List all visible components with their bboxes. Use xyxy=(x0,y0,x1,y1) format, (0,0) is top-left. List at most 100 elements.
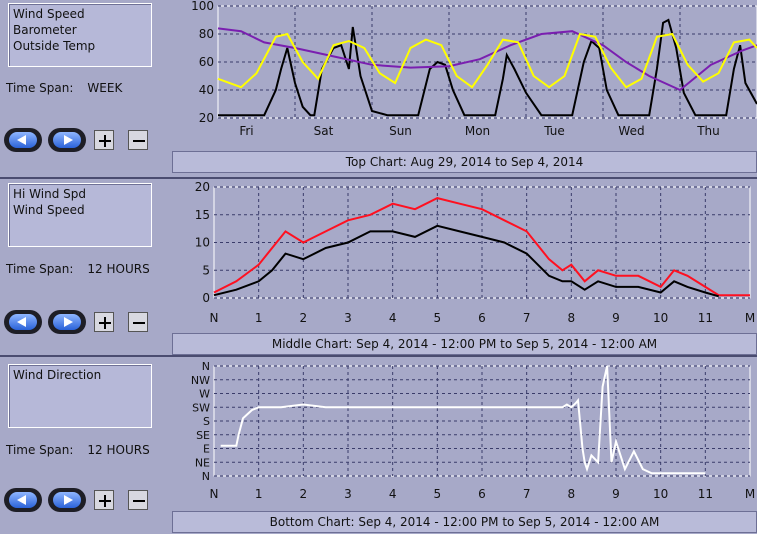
legend-item: Wind Speed xyxy=(13,203,85,217)
x-tick-label: 11 xyxy=(698,311,713,325)
x-tick-label: Sat xyxy=(314,124,334,138)
zoom-out-button[interactable] xyxy=(128,312,148,332)
x-tick-label: N xyxy=(210,487,219,501)
x-tick-label: 5 xyxy=(434,487,442,501)
x-tick-label: 1 xyxy=(255,487,263,501)
legend-item: Wind Speed xyxy=(13,7,85,21)
back-button[interactable] xyxy=(4,488,42,512)
legend-box-top: Wind Speed Barometer Outside Temp xyxy=(8,3,152,67)
series-line-outside-temp xyxy=(217,32,757,89)
y-tick-label: 80 xyxy=(199,27,214,41)
zoom-out-button[interactable] xyxy=(128,490,148,510)
x-tick-label: 6 xyxy=(478,487,486,501)
arrow-right-icon xyxy=(64,317,73,327)
y-tick-label: 15 xyxy=(195,208,210,222)
y-tick-label: W xyxy=(199,388,210,401)
x-tick-label: 11 xyxy=(698,487,713,501)
y-tick-label: NW xyxy=(191,374,210,387)
x-tick-label: 10 xyxy=(653,311,668,325)
minus-icon xyxy=(133,140,145,142)
top-chart: 20 40 60 80 100 Fri Sat Sun Mon Tue Wed Thu xyxy=(172,0,757,148)
x-tick-label: 6 xyxy=(478,311,486,325)
x-tick-label: 2 xyxy=(300,311,308,325)
y-tick-label: 100 xyxy=(191,0,214,13)
series-line-wind-speed xyxy=(213,224,719,298)
back-button[interactable] xyxy=(4,128,42,152)
x-tick-label: 8 xyxy=(568,487,576,501)
timespan-label: Time Span: xyxy=(6,262,74,276)
y-tick-label: N xyxy=(202,360,210,373)
plus-icon xyxy=(99,135,111,147)
legend-item: Wind Direction xyxy=(13,368,102,382)
zoom-out-button[interactable] xyxy=(128,130,148,150)
forward-button[interactable] xyxy=(48,488,86,512)
x-tick-label: M xyxy=(745,311,755,325)
middle-chart-caption: Middle Chart: Sep 4, 2014 - 12:00 PM to … xyxy=(172,333,757,355)
timespan-value: 12 HOURS xyxy=(87,262,150,276)
plot-area xyxy=(217,5,757,119)
back-button[interactable] xyxy=(4,310,42,334)
x-tick-label: 4 xyxy=(389,311,397,325)
legend-box-middle: Hi Wind Spd Wind Speed xyxy=(8,183,152,247)
legend-box-bottom: Wind Direction xyxy=(8,364,152,428)
zoom-in-button[interactable] xyxy=(94,490,114,510)
x-tick-label: 7 xyxy=(523,487,531,501)
arrow-right-icon xyxy=(64,135,73,145)
x-tick-label: Sun xyxy=(389,124,412,138)
timespan-top: Time Span: WEEK xyxy=(6,81,122,95)
y-tick-label: 5 xyxy=(202,263,210,277)
timespan-bottom: Time Span: 12 HOURS xyxy=(6,443,150,457)
y-tick-label: SW xyxy=(192,401,210,414)
timespan-value: WEEK xyxy=(87,81,123,95)
forward-button[interactable] xyxy=(48,128,86,152)
x-tick-label: M xyxy=(745,487,755,501)
series-line-wind-direction xyxy=(220,365,706,475)
zoom-in-button[interactable] xyxy=(94,130,114,150)
arrow-left-icon xyxy=(17,317,26,327)
middle-chart: 0 5 10 15 20 N 1 2 3 4 5 6 7 8 9 10 11 M xyxy=(172,179,757,327)
legend-item: Barometer xyxy=(13,23,77,37)
legend-item: Hi Wind Spd xyxy=(13,187,86,201)
panel-separator xyxy=(0,355,757,357)
x-tick-label: Tue xyxy=(543,124,565,138)
minus-icon xyxy=(133,500,145,502)
x-tick-label: 4 xyxy=(389,487,397,501)
timespan-label: Time Span: xyxy=(6,81,74,95)
x-tick-label: 3 xyxy=(344,311,352,325)
x-tick-label: N xyxy=(210,311,219,325)
y-tick-label: N xyxy=(202,470,210,483)
panel-separator xyxy=(0,177,757,179)
x-tick-label: Thu xyxy=(696,124,720,138)
y-tick-label: NE xyxy=(195,456,210,469)
y-tick-label: 10 xyxy=(195,236,210,250)
legend-item: Outside Temp xyxy=(13,39,96,53)
arrow-right-icon xyxy=(64,495,73,505)
x-tick-label: 1 xyxy=(255,311,263,325)
y-tick-label: 0 xyxy=(202,291,210,305)
timespan-value: 12 HOURS xyxy=(87,443,150,457)
y-tick-label: 40 xyxy=(199,83,214,97)
y-tick-label: 20 xyxy=(199,111,214,125)
y-tick-label: E xyxy=(203,443,210,456)
top-chart-caption: Top Chart: Aug 29, 2014 to Sep 4, 2014 xyxy=(172,151,757,173)
x-tick-label: 2 xyxy=(300,487,308,501)
arrow-left-icon xyxy=(17,135,26,145)
y-tick-label: S xyxy=(203,415,210,428)
x-tick-label: Wed xyxy=(618,124,644,138)
timespan-label: Time Span: xyxy=(6,443,74,457)
y-tick-label: SE xyxy=(196,429,210,442)
series-line-hi-wind-spd xyxy=(213,197,750,297)
x-tick-label: 7 xyxy=(523,311,531,325)
plus-icon xyxy=(99,317,111,329)
series-line-wind-speed xyxy=(218,18,757,117)
x-tick-label: 9 xyxy=(612,487,620,501)
x-tick-label: 3 xyxy=(344,487,352,501)
zoom-in-button[interactable] xyxy=(94,312,114,332)
bottom-chart-caption: Bottom Chart: Sep 4, 2014 - 12:00 PM to … xyxy=(172,511,757,533)
x-tick-label: 10 xyxy=(653,487,668,501)
y-tick-label: 60 xyxy=(199,55,214,69)
y-tick-label: 20 xyxy=(195,180,210,194)
minus-icon xyxy=(133,322,145,324)
forward-button[interactable] xyxy=(48,310,86,334)
